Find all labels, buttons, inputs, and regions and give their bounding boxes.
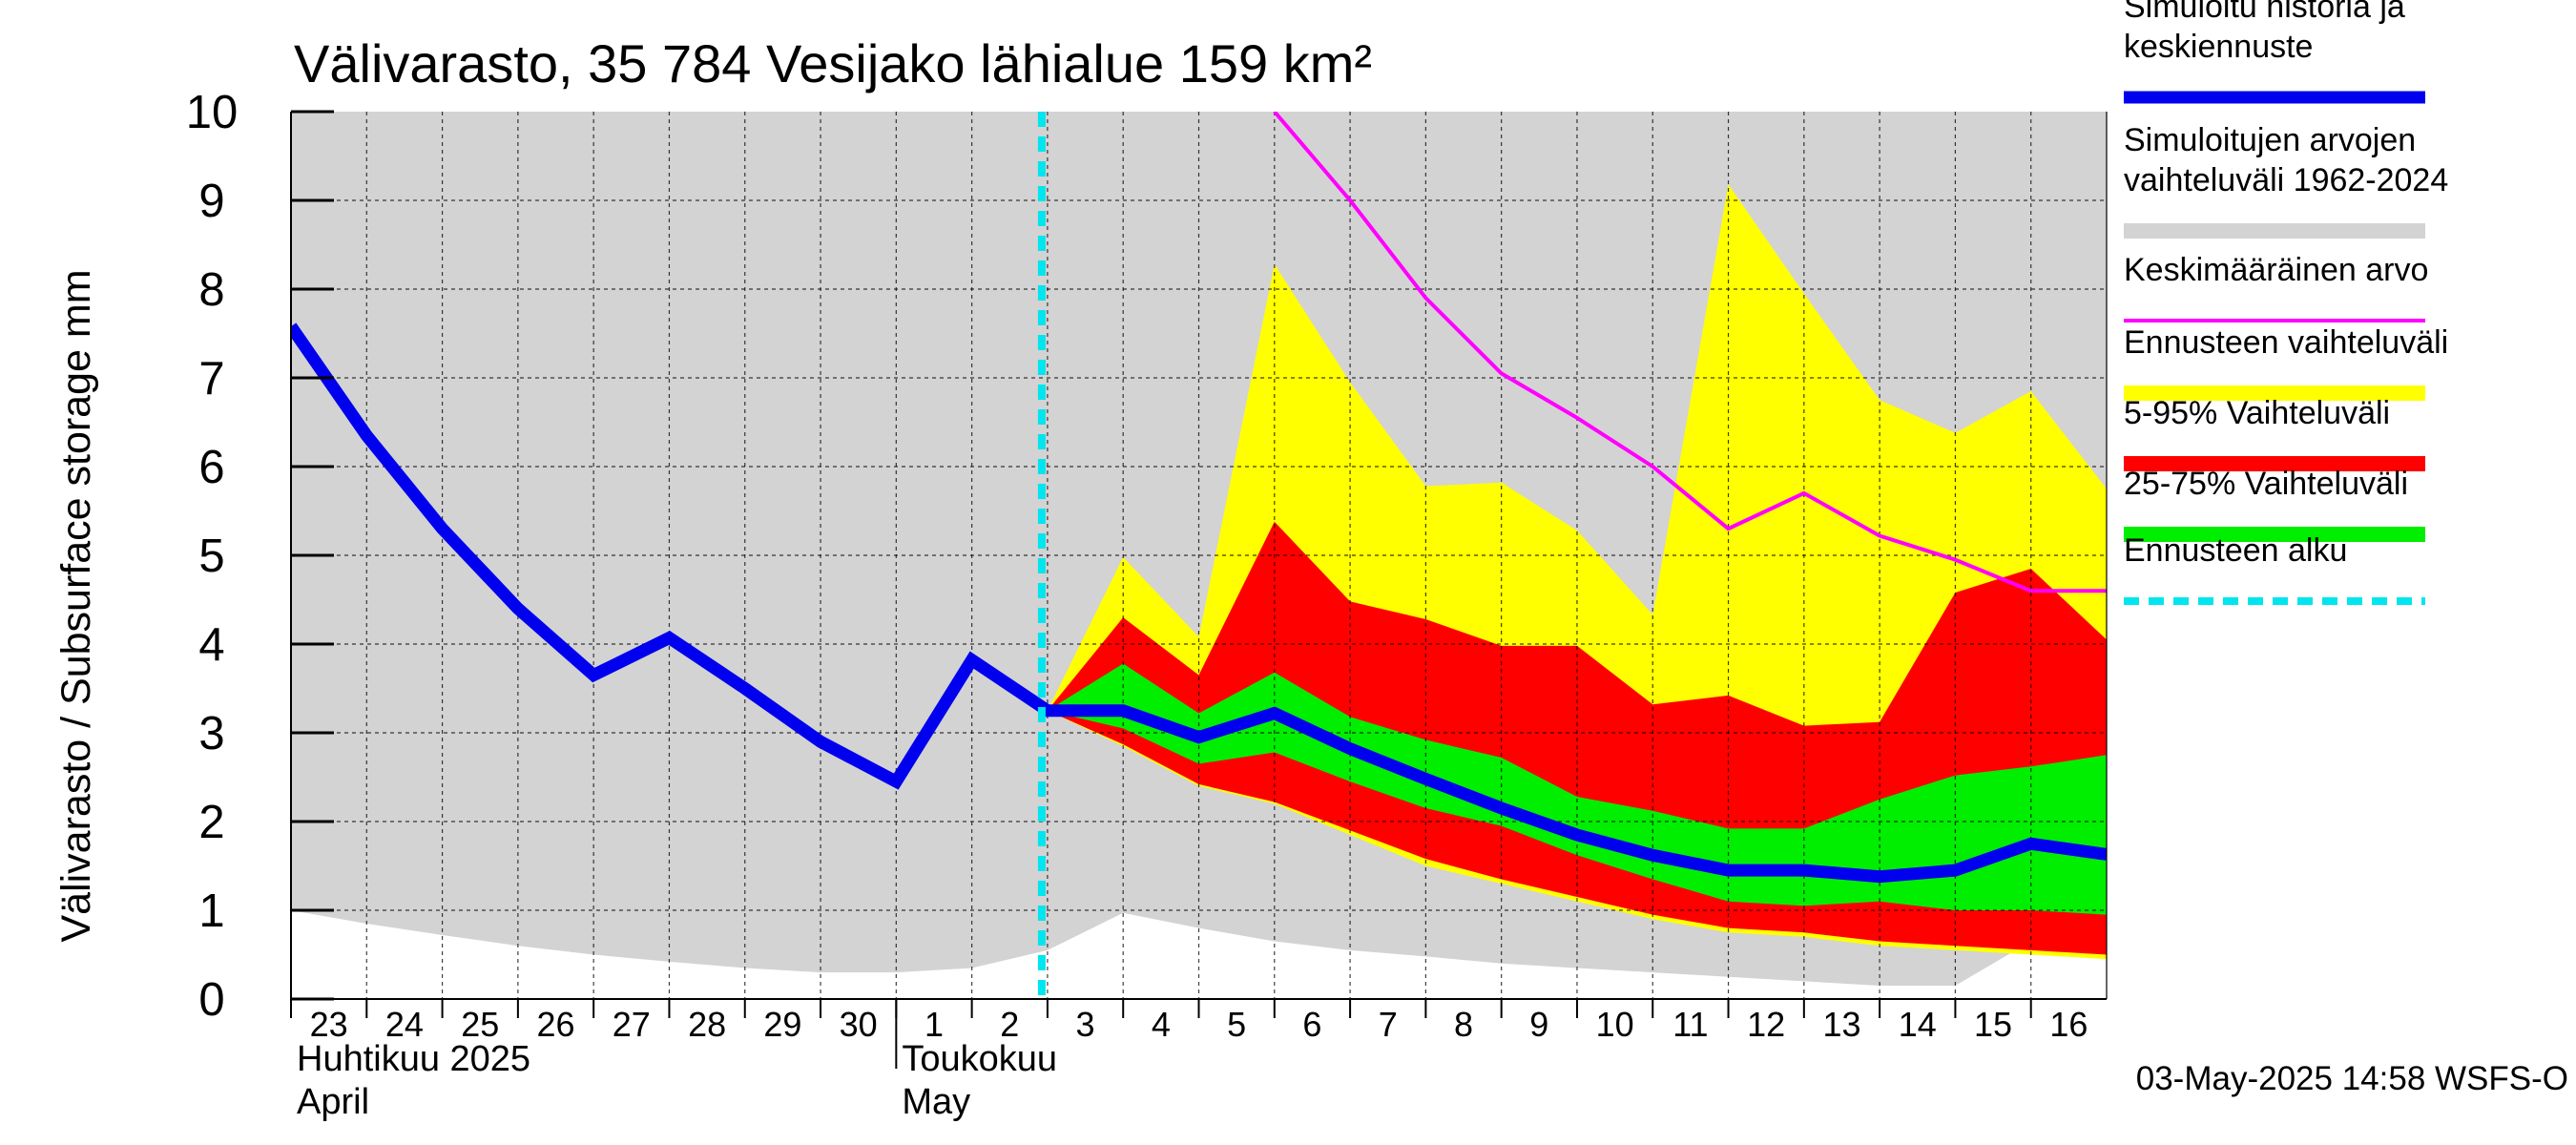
y-tick-label: 6 [198, 442, 224, 493]
x-tick-label: 10 [1596, 1005, 1634, 1044]
x-tick-label: 16 [2049, 1005, 2088, 1044]
legend-swatch-4 [2124, 456, 2425, 471]
month-label-en: May [902, 1082, 970, 1122]
x-tick-label: 11 [1672, 1005, 1708, 1044]
x-tick-label: 8 [1454, 1005, 1473, 1044]
legend-label: Simuloitujen arvojen [2124, 122, 2416, 158]
y-tick-label: 4 [198, 619, 224, 671]
x-tick-label: 13 [1822, 1005, 1860, 1044]
x-tick-label: 15 [1974, 1005, 2012, 1044]
y-tick-label: 0 [198, 974, 224, 1026]
month-label-fi: Toukokuu [902, 1039, 1057, 1079]
x-tick-label: 30 [840, 1005, 878, 1044]
legend-swatch-5 [2124, 527, 2425, 542]
footer-timestamp: 03-May-2025 14:58 WSFS-O [2136, 1060, 2568, 1097]
lines-group [291, 112, 2107, 884]
legend-label: Ennusteen vaihteluväli [2124, 324, 2448, 361]
y-tick-label: 3 [198, 708, 224, 760]
x-tick-label: 3 [1076, 1005, 1095, 1044]
x-tick-label: 7 [1379, 1005, 1398, 1044]
y-tick-label: 10 [186, 87, 239, 138]
x-tick-label: 12 [1747, 1005, 1785, 1044]
x-tick-label: 5 [1227, 1005, 1246, 1044]
y-tick-label: 8 [198, 264, 224, 316]
x-tick-label: 4 [1152, 1005, 1171, 1044]
x-tick-label: 26 [536, 1005, 574, 1044]
x-tick-label: 2 [1000, 1005, 1019, 1044]
legend-label: 5-95% Vaihteluväli [2124, 395, 2390, 431]
y-tick-label: 2 [198, 797, 224, 848]
x-tick-label: 1 [924, 1005, 944, 1044]
line-series-4 [291, 323, 2107, 884]
y-axis-label: Välivarasto / Subsurface storage mm [53, 269, 99, 942]
y-tick-label: 1 [198, 885, 224, 937]
x-tick-label: 28 [688, 1005, 726, 1044]
x-tick-label: 6 [1302, 1005, 1321, 1044]
y-tick-label: 7 [198, 353, 224, 405]
x-tick-label: 24 [385, 1005, 424, 1044]
x-tick-label: 29 [763, 1005, 801, 1044]
month-label-en: April [297, 1082, 369, 1122]
x-tick-label: 27 [613, 1005, 651, 1044]
legend-label: 25-75% Vaihteluväli [2124, 466, 2408, 502]
legend-swatch-1 [2124, 223, 2425, 239]
month-label-fi: Huhtikuu 2025 [297, 1039, 530, 1079]
grid-lines [291, 112, 2107, 999]
y-tick-label: 9 [198, 176, 224, 227]
legend-swatch-3 [2124, 385, 2425, 401]
legend-label: Simuloitu historia ja [2124, 0, 2405, 25]
legend-label: vaihteluväli 1962-2024 [2124, 162, 2448, 198]
x-tick-label: 9 [1529, 1005, 1548, 1044]
legend: Simuloitu historia ja keskiennuste Simuloi… [2124, 0, 2448, 605]
x-tick-label: 25 [461, 1005, 499, 1044]
x-tick-label: 23 [310, 1005, 348, 1044]
legend-label: keskiennuste [2124, 29, 2313, 65]
chart-title: Välivarasto, 35 784 Vesijako lähialue 15… [294, 33, 1372, 94]
plot-area [291, 112, 2107, 999]
legend-label: Ennusteen alku [2124, 532, 2347, 569]
legend-label: Keskimääräinen arvo [2124, 252, 2428, 288]
y-tick-label: 5 [198, 531, 224, 582]
x-tick-label: 14 [1899, 1005, 1937, 1044]
line-series-5 [1273, 112, 2107, 593]
